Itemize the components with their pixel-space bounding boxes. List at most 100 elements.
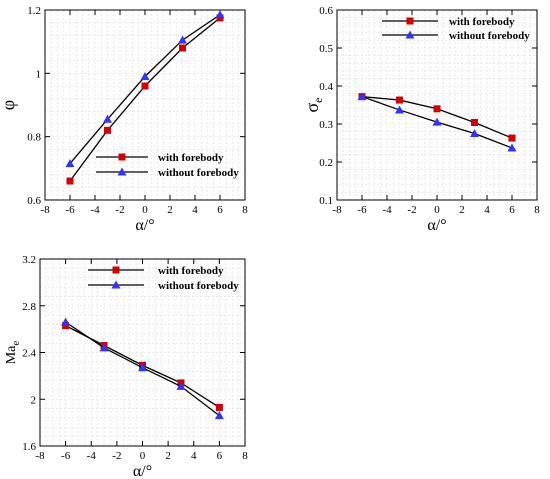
x-tick-label: -8 (332, 204, 342, 216)
legend-marker (111, 280, 121, 289)
y-tick-label: 0.6 (319, 5, 333, 17)
data-point (61, 317, 71, 326)
x-tick-label: 2 (165, 450, 171, 462)
legend-marker (117, 167, 127, 176)
y-axis-label-subscript: e (311, 97, 325, 102)
y-axis-label-subscript: e (10, 341, 22, 346)
data-point (433, 105, 441, 113)
data-point (396, 96, 403, 104)
y-tick-label: 0.6 (27, 195, 41, 207)
data-point (357, 92, 367, 101)
legend-marker (406, 17, 414, 25)
legend-marker (118, 153, 126, 161)
y-tick-label: 0.8 (27, 132, 41, 144)
data-point (179, 44, 186, 52)
y-axis-label-main: φ (0, 100, 18, 110)
x-tick-label: -2 (112, 450, 121, 462)
data-point (176, 381, 186, 390)
x-tick-label: 0 (142, 204, 148, 216)
data-point (62, 322, 70, 330)
x-tick-label: 4 (192, 204, 198, 216)
legend-label: without forebody (158, 167, 239, 179)
y-tick-label: 0.1 (319, 195, 333, 207)
y-axis-label-main: σ (302, 103, 322, 113)
x-tick-label: -2 (115, 204, 124, 216)
y-tick-label: 0.2 (319, 157, 333, 169)
x-tick-label: -4 (87, 450, 97, 462)
y-axis-label: φ (0, 100, 18, 110)
legend-label: with forebody (158, 265, 224, 277)
x-tick-label: 8 (242, 450, 248, 462)
y-tick-label: 2.8 (22, 301, 36, 313)
y-tick-label: 2.4 (22, 348, 36, 360)
data-point (214, 411, 224, 420)
data-point (507, 143, 517, 152)
x-tick-label: -6 (61, 450, 71, 462)
x-tick-label: -4 (90, 204, 100, 216)
x-axis-label: α/° (427, 217, 446, 234)
x-tick-label: 8 (534, 204, 540, 216)
grid-lines (40, 259, 245, 446)
data-point (215, 403, 223, 411)
legend-marker (405, 30, 415, 39)
data-point (140, 72, 150, 80)
chart-panel-2: -8 -6 -4 -2 0 2 4 6 8 0.1 0.2 0.3 0.4 0.5 0.6 α/° σe with… (302, 5, 540, 234)
x-tick-label: 4 (484, 204, 490, 216)
legend-label: without forebody (158, 280, 239, 292)
data-point (65, 159, 75, 168)
legend: with forebody without forebody (96, 152, 239, 179)
series-without-forebody (65, 10, 225, 168)
data-point (178, 35, 187, 44)
x-tick-label: 8 (242, 204, 248, 216)
x-tick-label: 2 (167, 204, 173, 216)
series-without-forebody (357, 92, 517, 152)
x-tick-label: 4 (191, 450, 197, 462)
chart-panel-3: -8 -6 -4 -2 0 2 4 6 8 1.6 2 2.4 2.8 3.2 α/° Mae with for… (4, 254, 248, 479)
y-tick-label: 1.2 (27, 5, 41, 17)
x-tick-label: 0 (434, 204, 440, 216)
data-point (215, 10, 225, 19)
x-tick-label: -4 (382, 204, 392, 216)
x-tick-label: 0 (140, 450, 146, 462)
data-point (141, 82, 149, 90)
y-tick-label: 1 (36, 68, 42, 80)
data-point (395, 105, 404, 114)
data-point (432, 117, 442, 126)
y-tick-label: 1.6 (22, 441, 36, 453)
legend-label: with forebody (449, 16, 515, 28)
y-tick-label: 0.5 (319, 43, 333, 55)
data-point (508, 134, 516, 142)
y-axis-label: Mae (4, 341, 22, 365)
y-tick-label: 0.3 (319, 119, 333, 131)
x-tick-label: 6 (217, 204, 223, 216)
legend: with forebody without forebody (88, 265, 239, 292)
x-tick-label: -6 (65, 204, 75, 216)
x-tick-label: 6 (509, 204, 515, 216)
legend: with forebody without forebody (382, 16, 530, 42)
x-tick-label: -6 (357, 204, 367, 216)
x-tick-label: 6 (217, 450, 223, 462)
x-tick-label: -8 (40, 204, 50, 216)
y-tick-label: 3.2 (22, 254, 36, 266)
x-tick-label: -8 (35, 450, 45, 462)
legend-marker (112, 266, 120, 274)
y-axis-label: σe (302, 97, 325, 112)
legend-label: with forebody (158, 152, 224, 164)
x-tick-label: -2 (407, 204, 416, 216)
data-point (99, 343, 109, 352)
data-point (470, 129, 479, 137)
series-without-forebody (61, 317, 224, 420)
y-tick-label: 0.4 (319, 81, 333, 93)
data-point (103, 114, 112, 123)
data-point (138, 363, 147, 372)
y-tick-label: 2 (31, 394, 37, 406)
y-axis-label-main: Ma (4, 345, 19, 364)
data-point (104, 126, 111, 134)
x-tick-label: 2 (459, 204, 465, 216)
chart-panel-1: -8 -6 -4 -2 0 2 4 6 8 0.6 0.8 1 1.2 α/° φ with forebody… (0, 5, 248, 234)
data-point (66, 177, 74, 185)
x-axis-label: α/° (133, 463, 152, 479)
data-point (471, 118, 478, 126)
x-axis-label: α/° (135, 217, 154, 234)
